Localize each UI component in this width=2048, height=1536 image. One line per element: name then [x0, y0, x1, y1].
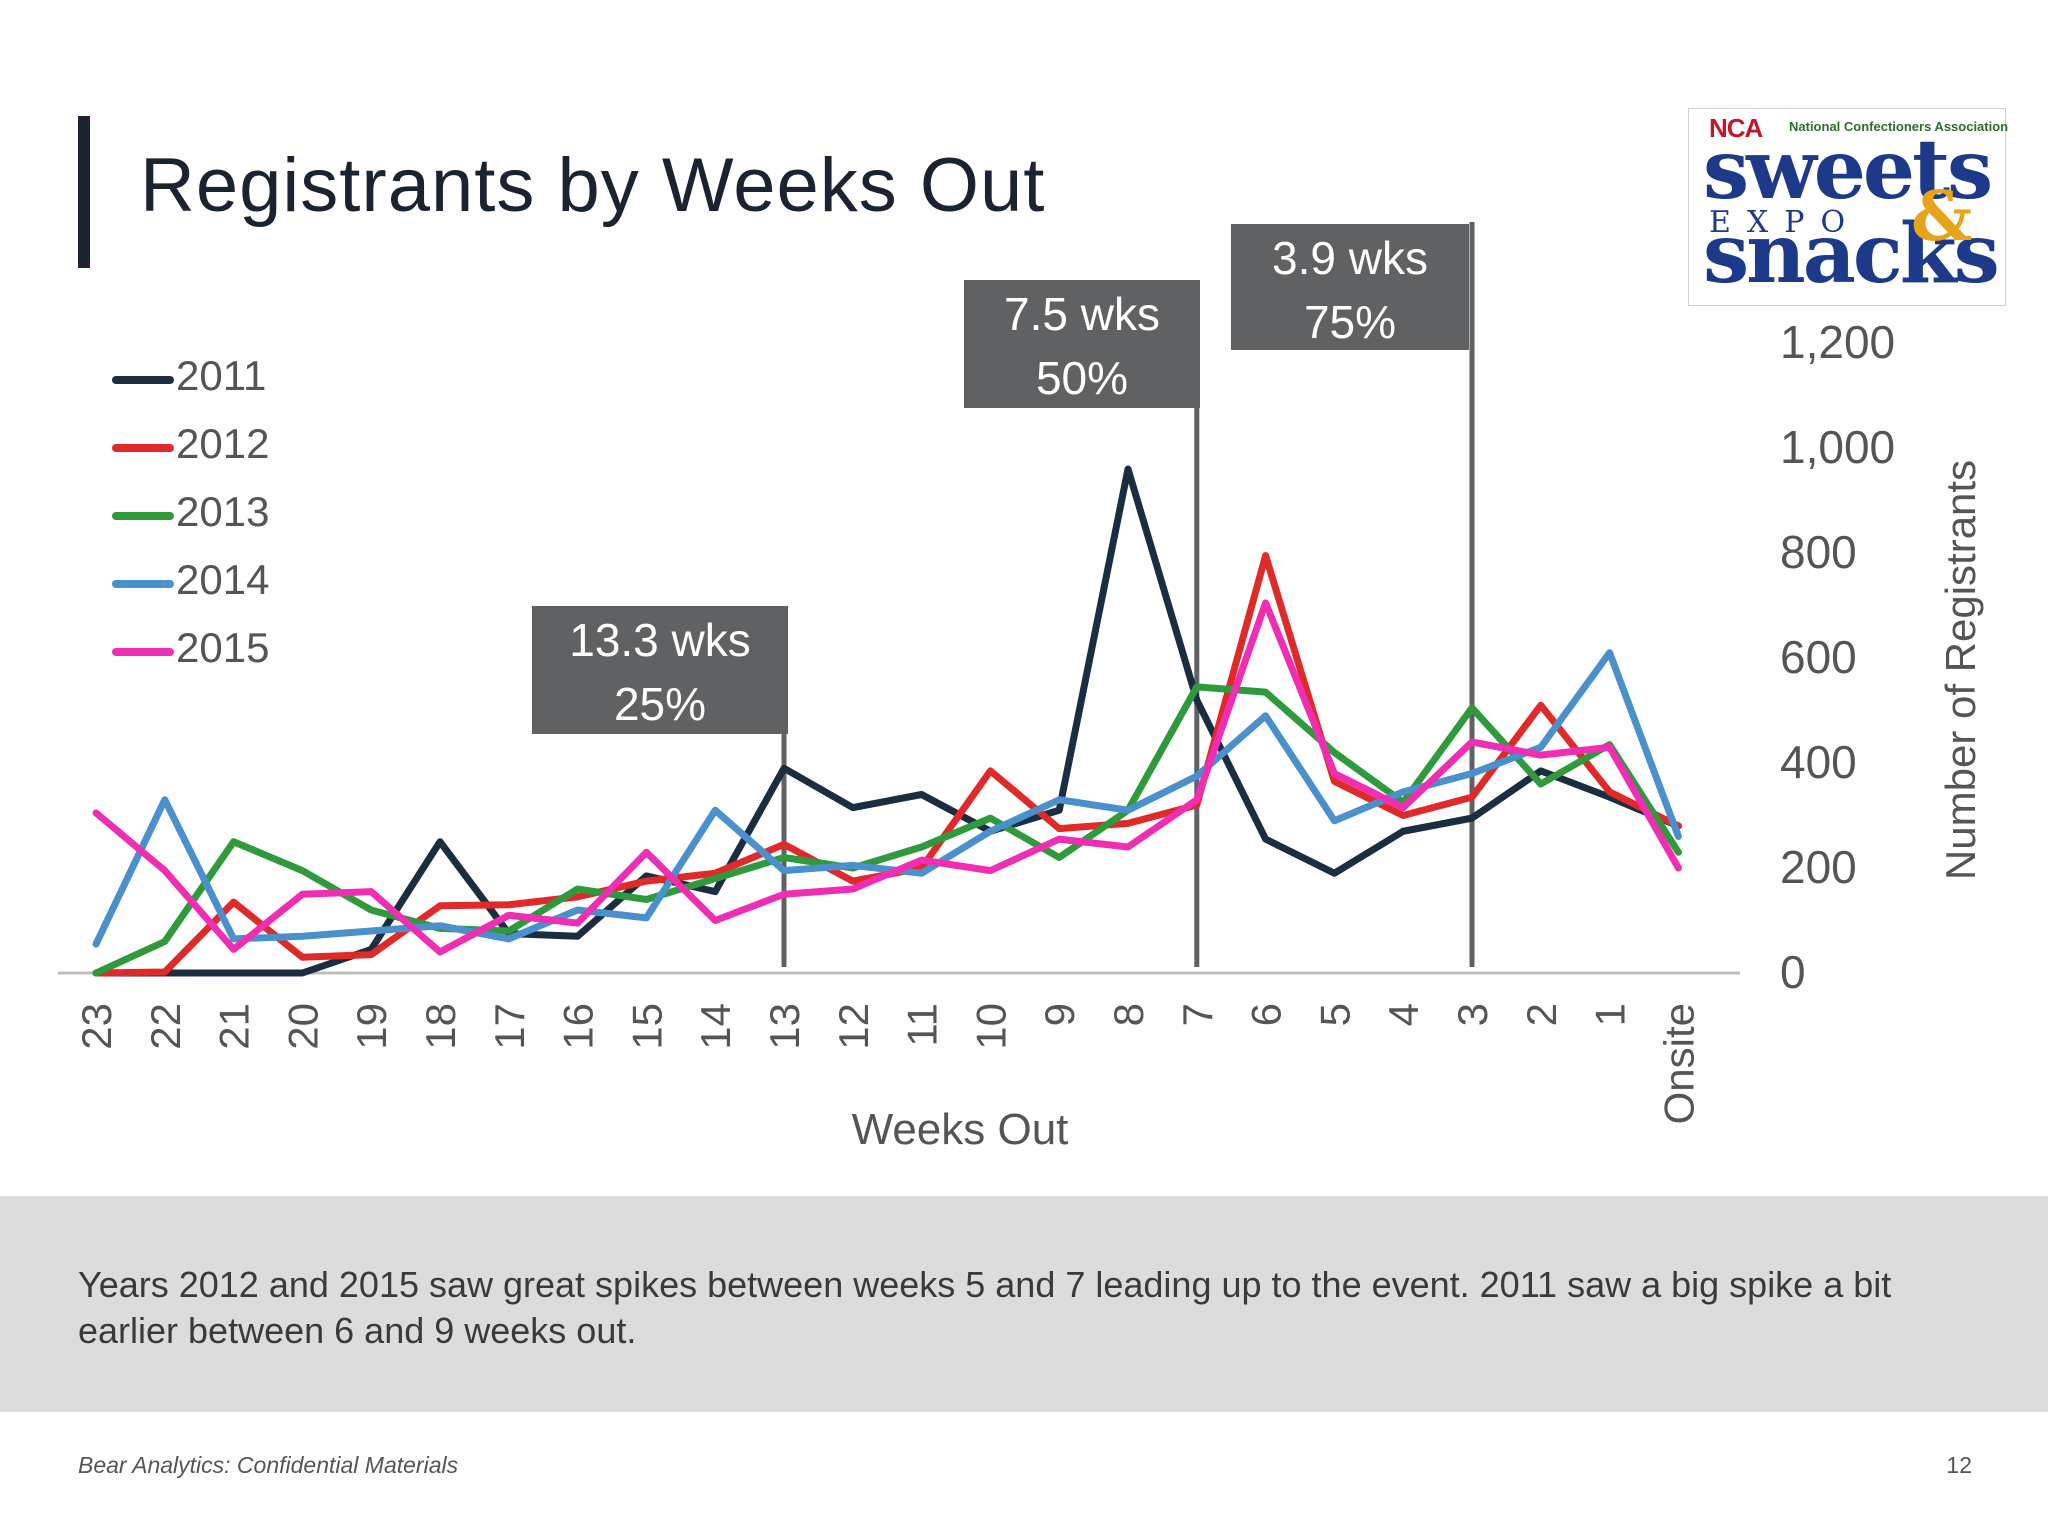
- y-tick-label: 400: [1780, 736, 1857, 788]
- y-tick-label: 600: [1780, 631, 1857, 683]
- logo-org: NCA: [1709, 113, 1763, 143]
- logo-sweets: sweets: [1703, 122, 1993, 218]
- x-tick-label: 21: [211, 1003, 258, 1050]
- x-axis-title: Weeks Out: [852, 1105, 1069, 1154]
- series-line-2014: [92, 649, 1682, 948]
- x-tick-label: 11: [899, 1003, 946, 1047]
- x-tick-label: 15: [623, 1003, 670, 1050]
- legend-swatch: [112, 444, 174, 452]
- callout-box: 13.3 wks 25%: [532, 606, 788, 734]
- series-line-2013: [92, 683, 1682, 977]
- legend-label: 2015: [176, 624, 270, 671]
- series-line-2015: [92, 599, 1682, 956]
- legend-swatch: [112, 376, 174, 384]
- x-tick-label: 16: [555, 1003, 602, 1050]
- logo-org-full: National Confectioners Association: [1789, 119, 2009, 134]
- callout-weeks: 7.5 wks: [1004, 288, 1160, 340]
- callout-weeks: 13.3 wks: [569, 614, 751, 666]
- legend-swatch: [112, 512, 174, 520]
- x-tick-label: 13: [761, 1003, 808, 1050]
- page-number: 12: [1946, 1452, 1972, 1478]
- x-tick-label: 12: [830, 1003, 877, 1050]
- x-tick-label: 10: [967, 1003, 1014, 1050]
- x-tick-label: 20: [279, 1003, 326, 1050]
- slide-title: Registrants by Weeks Out: [140, 143, 1046, 228]
- legend-label: 2013: [176, 488, 270, 535]
- x-tick-label: 7: [1174, 1003, 1221, 1026]
- x-tick-label: 4: [1380, 1003, 1427, 1026]
- x-tick-label: 1: [1587, 1003, 1634, 1026]
- registrants-line-chart: 0 200 400 600 800 1,000 1,200 Number of Registr…: [58, 222, 1984, 1154]
- x-tick-label: 18: [417, 1003, 464, 1050]
- series-line-2011: [92, 465, 1682, 977]
- callout-percent: 25%: [613, 678, 707, 730]
- x-tick-label: 17: [486, 1003, 533, 1050]
- x-tick-label: 22: [142, 1003, 189, 1050]
- legend-label: 2014: [176, 556, 270, 603]
- legend-label: 2012: [176, 420, 270, 467]
- logo-ampersand: &: [1911, 177, 1973, 257]
- x-tick-label: 3: [1449, 1003, 1496, 1026]
- title-accent-bar: [78, 116, 90, 268]
- y-tick-label: 1,200: [1780, 316, 1895, 368]
- x-tick-label: 6: [1243, 1003, 1290, 1026]
- y-tick-label: 1,000: [1780, 421, 1895, 473]
- y-axis-title: Number of Registrants: [1937, 460, 1984, 880]
- y-tick-label: 200: [1780, 841, 1857, 893]
- legend-swatch: [112, 580, 174, 588]
- x-tick-label: 19: [348, 1003, 395, 1050]
- callout-percent: 75%: [1303, 296, 1397, 348]
- callout-box: 3.9 wks 75%: [1231, 224, 1469, 350]
- logo-expo: EXPO: [1709, 205, 1862, 240]
- y-tick-label: 800: [1780, 526, 1857, 578]
- series-line-2012: [92, 552, 1682, 977]
- x-tick-label: 8: [1105, 1003, 1152, 1026]
- x-tick-label: 14: [692, 1003, 739, 1050]
- legend-label: 2011: [176, 352, 267, 399]
- x-tick-label: 23: [73, 1003, 120, 1050]
- legend-swatch: [112, 648, 174, 656]
- summary-band: [0, 1196, 2048, 1412]
- callout-weeks: 3.9 wks: [1272, 232, 1428, 284]
- logo-snacks: snacks: [1703, 206, 2000, 302]
- confidential-label: Bear Analytics: Confidential Materials: [78, 1452, 459, 1478]
- x-tick-label: 2: [1518, 1003, 1565, 1026]
- x-tick-label: 5: [1311, 1003, 1358, 1026]
- callout-percent: 50%: [1035, 352, 1129, 404]
- summary-text: Years 2012 and 2015 saw great spikes bet…: [78, 1264, 1892, 1351]
- y-tick-label: 0: [1780, 946, 1806, 998]
- callout-box: 7.5 wks 50%: [964, 280, 1200, 408]
- x-tick-label: Onsite: [1655, 1003, 1702, 1124]
- sweets-snacks-logo: NCA National Confectioners Association s…: [1688, 108, 2009, 306]
- x-tick-label: 9: [1036, 1003, 1083, 1026]
